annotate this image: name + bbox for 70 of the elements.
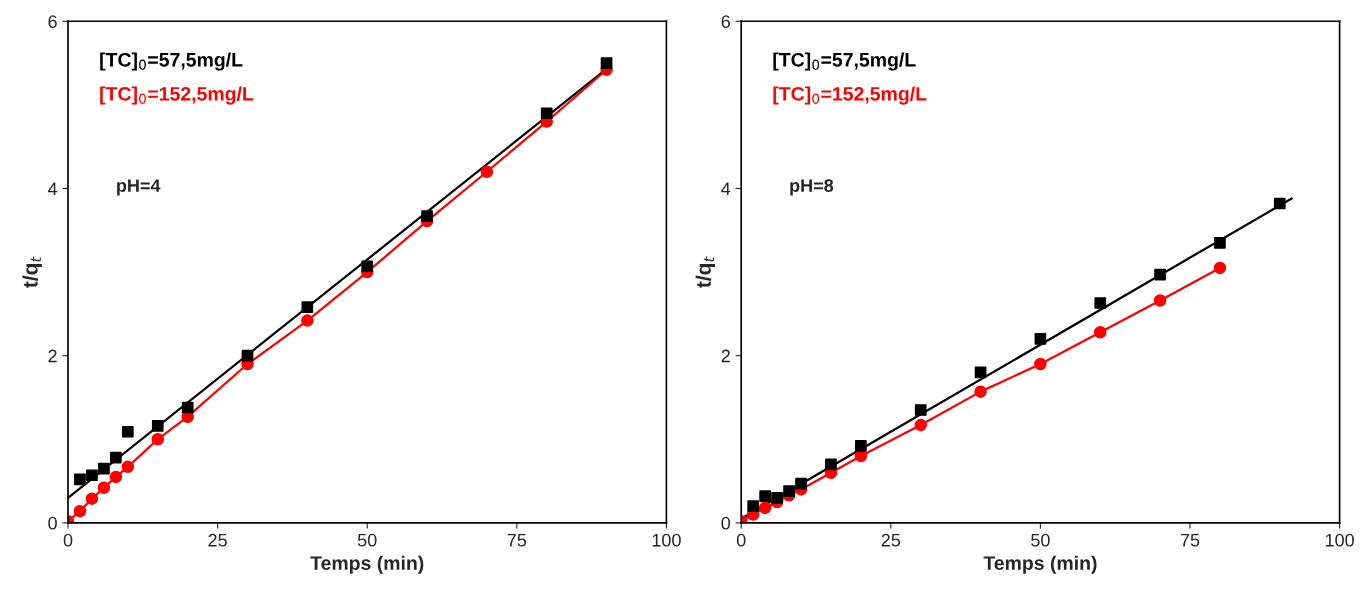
point: [86, 469, 98, 482]
point: [1093, 326, 1107, 339]
point: [974, 366, 987, 379]
point: [121, 425, 134, 438]
point: [1273, 197, 1286, 210]
x-tick-label: 25: [208, 533, 227, 547]
y-tick-label: 4: [721, 182, 731, 196]
y-axis-title: t/q$_{t}$: [22, 256, 42, 288]
point: [421, 210, 433, 222]
y-tick-label: 6: [721, 15, 730, 28]
point: [795, 477, 807, 490]
point: [1214, 236, 1226, 249]
y-tick-label: 2: [48, 349, 57, 363]
point: [1213, 261, 1227, 275]
point: [758, 501, 772, 515]
point: [241, 349, 254, 362]
text: [TC]$_{0}$=152,5mg/L: [773, 86, 927, 105]
point: [540, 107, 553, 120]
point: [74, 473, 86, 486]
point: [855, 440, 867, 452]
point: [98, 462, 110, 475]
y-tick-label: 6: [48, 15, 57, 28]
x-tick-label: 50: [1031, 533, 1050, 547]
point: [783, 485, 795, 497]
x-axis-title: Temps (min): [310, 555, 424, 574]
point: [747, 500, 760, 513]
point: [480, 165, 494, 179]
text: [TC]$_{0}$=57,5mg/L: [100, 52, 243, 71]
point: [914, 418, 927, 432]
x-tick-label: 100: [652, 533, 681, 547]
point: [1153, 294, 1167, 307]
y-tick-label: 2: [721, 349, 730, 363]
x-tick-label: 75: [507, 533, 527, 547]
point: [1094, 297, 1107, 309]
point: [109, 470, 123, 484]
point: [914, 404, 927, 416]
point: [301, 301, 314, 314]
point: [85, 492, 99, 505]
point: [1034, 357, 1047, 371]
point: [361, 260, 374, 273]
point: [974, 385, 987, 398]
point: [301, 314, 314, 327]
point: [825, 458, 837, 471]
point: [97, 481, 111, 495]
point: [73, 504, 87, 518]
point: [181, 401, 194, 414]
x-tick-label: 25: [881, 533, 901, 547]
y-tick-label: 0: [721, 516, 731, 530]
x-tick-label: 50: [357, 533, 377, 547]
point: [600, 57, 613, 69]
point: [151, 433, 165, 446]
annotation: pH=8: [790, 179, 834, 196]
x-tick-label: 100: [1325, 533, 1354, 547]
annotation: pH=4: [117, 179, 161, 196]
point: [1154, 268, 1166, 281]
text: [TC]$_{0}$=152,5mg/L: [100, 86, 254, 105]
point: [759, 490, 771, 502]
point: [1034, 333, 1047, 345]
point: [771, 491, 783, 504]
x-tick-label: 0: [736, 533, 746, 547]
point: [110, 451, 122, 464]
point: [151, 420, 164, 432]
text: [TC]$_{0}$=57,5mg/L: [773, 52, 916, 71]
point: [121, 460, 135, 474]
y-tick-label: 4: [47, 182, 58, 196]
x-tick-label: 75: [1180, 533, 1200, 547]
y-axis-title: t/q$_{t}$: [695, 256, 716, 288]
y-tick-label: 0: [48, 516, 57, 530]
x-tick-label: 0: [63, 533, 73, 547]
x-axis-title: Temps (min): [983, 555, 1097, 574]
